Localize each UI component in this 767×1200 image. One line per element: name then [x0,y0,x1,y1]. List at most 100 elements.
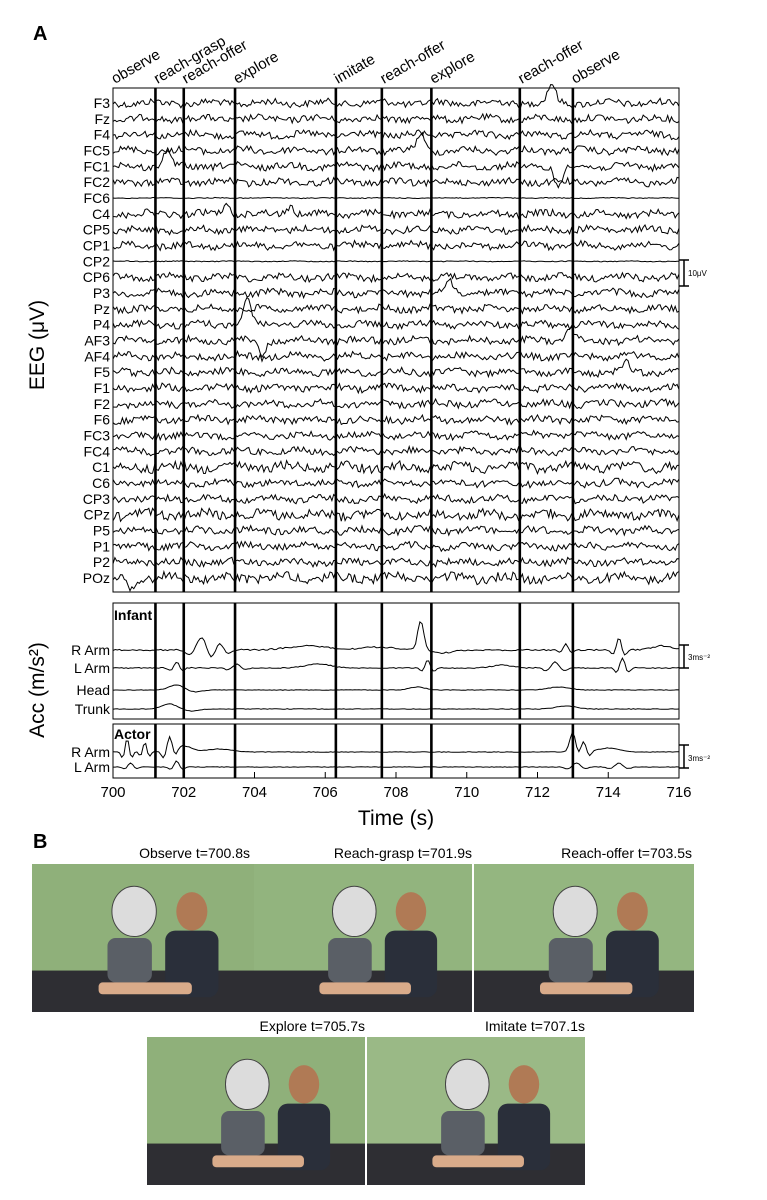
actor-channel-label: L Arm [74,759,110,775]
acc-actor-l-arm [113,760,680,770]
panel-a-label: A [33,23,47,45]
acc-actor-r-arm [112,731,680,759]
eeg-channel-label: C1 [92,459,110,475]
eeg-channel-label: FC5 [84,143,111,159]
actor-channel-label: R Arm [71,744,110,760]
frame-caption: Observe t=700.8s [139,845,250,861]
infant-acc-traces [112,620,680,712]
eeg-channel-label: FC1 [84,158,111,174]
eeg-channel-label: AF3 [84,333,110,349]
eeg-trace-p4 [112,296,680,331]
actor-scale-label: 3ms⁻² [688,754,710,763]
infant-channel-label: Head [77,682,110,698]
eeg-channel-label: F3 [94,95,111,111]
frame-caption: Imitate t=707.1s [485,1018,585,1034]
x-tick-label: 700 [100,784,125,801]
eeg-channel-label: CP6 [83,269,110,285]
eeg-scale-bar: 10μV [679,259,708,287]
eeg-channel-label: F4 [94,127,111,143]
eeg-channel-label: P3 [93,285,110,301]
eeg-channel-label: F2 [94,396,111,412]
eeg-channel-label: POz [83,570,110,586]
acc-infant-r-arm [112,620,680,658]
event-lines [154,88,575,778]
eeg-trace-p3 [112,277,680,300]
eeg-channel-label: F1 [94,380,111,396]
eeg-trace-c4 [113,202,680,220]
eeg-channel-label: P1 [93,538,110,554]
eeg-trace-c6 [112,477,680,489]
eeg-channel-label: Fz [94,111,110,127]
eeg-channel-label: Pz [94,301,110,317]
eeg-trace-cpz [112,507,680,523]
eeg-trace-f6 [112,413,680,426]
x-tick-label: 704 [242,784,267,801]
x-tick-label: 716 [666,784,691,801]
x-tick-label: 712 [525,784,550,801]
eeg-trace-fc4 [112,444,680,457]
eeg-trace-af4 [112,349,680,363]
x-axis: 700 702 704 706 708 710 712 714 716 [100,772,692,801]
eeg-ylabel: EEG (μV) [26,300,49,390]
eeg-channel-label: F5 [94,364,111,380]
eeg-trace-p2 [112,556,680,568]
eeg-trace-fc3 [112,429,680,442]
eeg-trace-p5 [112,524,680,537]
eeg-channel-label: CP3 [83,491,110,507]
eeg-trace-c1 [112,459,680,476]
acc-infant-l-arm [112,656,680,674]
x-tick-label: 710 [454,784,479,801]
infant-channel-label: Trunk [75,701,111,717]
x-tick-label: 702 [171,784,196,801]
frame-caption: Reach-grasp t=701.9s [334,845,472,861]
eeg-channel-label: P4 [93,317,110,333]
eeg-trace-poz [112,569,680,592]
acc-infant-trunk [112,703,680,712]
eeg-trace-f4 [112,128,680,141]
infant-channel-labels: R Arm L Arm Head Trunk [71,642,111,717]
eeg-trace-pz [112,303,680,315]
infant-scale-bar: 3ms⁻² [679,644,710,669]
video-frame [32,864,254,1012]
eeg-channel-labels: F3FzF4FC5FC1FC2FC6C4CP5CP1CP2CP6P3PzP4AF… [83,95,110,586]
eeg-trace-f5 [112,358,680,379]
video-frame [474,864,694,1012]
eeg-channel-label: FC2 [84,174,111,190]
eeg-channel-label: CPz [84,507,110,523]
video-frame [367,1037,585,1185]
eeg-channel-label: FC4 [84,443,111,459]
eeg-trace-f1 [112,382,680,395]
panel-b-label: B [33,831,47,853]
infant-acc-plot-area [112,602,680,720]
eeg-channel-label: AF4 [84,348,110,364]
eeg-trace-fz [112,112,680,125]
video-frame [254,864,472,1012]
video-frames: Observe t=700.8s Reach-grasp t=701.9s Reac… [32,845,694,1185]
eeg-channel-label: C4 [92,206,110,222]
x-axis-title: Time (s) [358,807,434,830]
actor-acc-traces [112,731,680,770]
eeg-trace-fc6 [112,196,680,200]
acc-ylabel: Acc (m/s²) [26,642,49,738]
eeg-channel-label: P5 [93,523,110,539]
eeg-channel-label: F6 [94,412,111,428]
eeg-trace-fc2 [112,176,680,188]
infant-channel-label: L Arm [74,660,110,676]
eeg-scale-label: 10μV [688,269,708,278]
frame-caption: Reach-offer t=703.5s [561,845,692,861]
event-label: imitate [331,51,378,88]
frame-caption: Explore t=705.7s [260,1018,365,1034]
infant-title: Infant [114,607,152,623]
eeg-trace-cp2 [112,260,679,263]
eeg-trace-p1 [112,540,680,553]
actor-title: Actor [114,726,151,742]
eeg-channel-label: CP2 [83,253,110,269]
actor-scale-bar: 3ms⁻² [679,744,710,769]
eeg-channel-label: CP1 [83,238,110,254]
x-tick-label: 706 [313,784,338,801]
acc-infant-head [112,684,680,693]
eeg-channel-label: C6 [92,475,110,491]
